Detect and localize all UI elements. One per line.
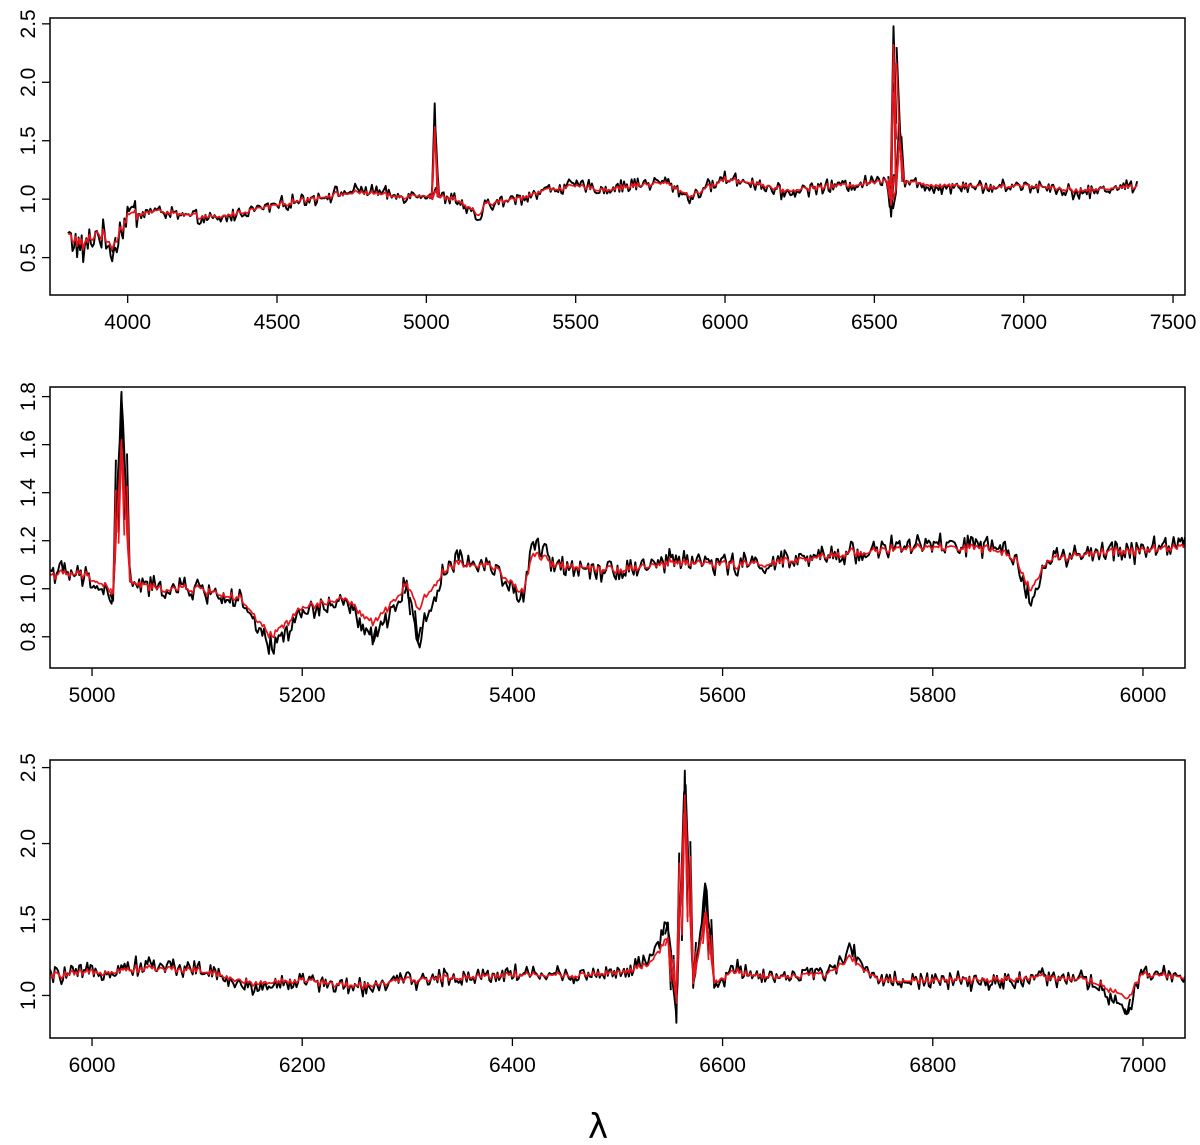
- observed-spectrum-line: [67, 25, 1139, 264]
- x-tick-label: 6400: [489, 1054, 536, 1077]
- panel-full-spectrum: 4000 4500 5000 5500 6000 6500 7000 7500 0.5 1.0 1.…: [17, 9, 1196, 334]
- y-tick-label: 0.5: [17, 243, 40, 272]
- y-tick-label: 2.5: [17, 753, 40, 782]
- x-tick-label: 5500: [552, 311, 599, 334]
- plot-area: [50, 390, 1185, 655]
- plot-frame: [49, 17, 1186, 296]
- panel-5000-6000-zoom: 5000 5200 5400 5600 5800 6000 0.8 1.0 1.2 1.4 1.6 1…: [17, 382, 1186, 707]
- x-tick-label: 5800: [909, 684, 956, 707]
- y-tick-label: 1.4: [17, 478, 40, 508]
- y-tick-label: 1.8: [17, 382, 40, 411]
- plot-frame: [49, 759, 1186, 1039]
- y-tick-label: 1.5: [17, 126, 40, 155]
- plot-area: [67, 25, 1139, 264]
- y-tick-label: 1.0: [17, 981, 40, 1010]
- y-tick-label: 1.5: [17, 905, 40, 934]
- y-tick-label: 1.0: [17, 574, 40, 603]
- y-tick-label: 0.8: [17, 622, 40, 651]
- model-fit-line: [50, 794, 1185, 1004]
- x-tick-label: 6000: [702, 311, 749, 334]
- panel-6000-7000-zoom: 6000 6200 6400 6600 6800 7000 1.0 1.5 2.0 2.5: [17, 753, 1186, 1077]
- x-tick-label: 7000: [1120, 1054, 1167, 1077]
- x-axis-label: λ: [588, 1107, 608, 1145]
- x-tick-label: 4000: [104, 311, 151, 334]
- x-tick-label: 6500: [851, 311, 898, 334]
- y-tick-label: 1.2: [17, 526, 40, 555]
- observed-spectrum-line: [50, 390, 1185, 655]
- observed-spectrum-line: [50, 769, 1185, 1024]
- x-tick-label: 6000: [69, 1054, 116, 1077]
- plot-frame: [49, 386, 1186, 669]
- model-fit-line: [67, 44, 1138, 251]
- y-tick-label: 1.0: [17, 185, 40, 214]
- x-tick-label: 4500: [254, 311, 301, 334]
- x-tick-label: 5600: [699, 684, 746, 707]
- x-tick-label: 6800: [909, 1054, 956, 1077]
- y-tick-label: 2.5: [17, 9, 40, 38]
- x-tick-label: 7500: [1150, 311, 1197, 334]
- y-tick-label: 1.6: [17, 430, 40, 459]
- x-tick-label: 5000: [403, 311, 450, 334]
- plot-area: [50, 769, 1185, 1024]
- x-tick-label: 6600: [699, 1054, 746, 1077]
- x-tick-label: 6200: [279, 1054, 326, 1077]
- y-tick-label: 2.0: [17, 68, 40, 97]
- x-tick-label: 5200: [279, 684, 326, 707]
- x-tick-label: 5000: [69, 684, 116, 707]
- x-tick-label: 6000: [1120, 684, 1167, 707]
- x-tick-label: 5400: [489, 684, 536, 707]
- y-tick-label: 2.0: [17, 829, 40, 858]
- x-tick-label: 7000: [1000, 311, 1047, 334]
- model-fit-line: [50, 438, 1185, 639]
